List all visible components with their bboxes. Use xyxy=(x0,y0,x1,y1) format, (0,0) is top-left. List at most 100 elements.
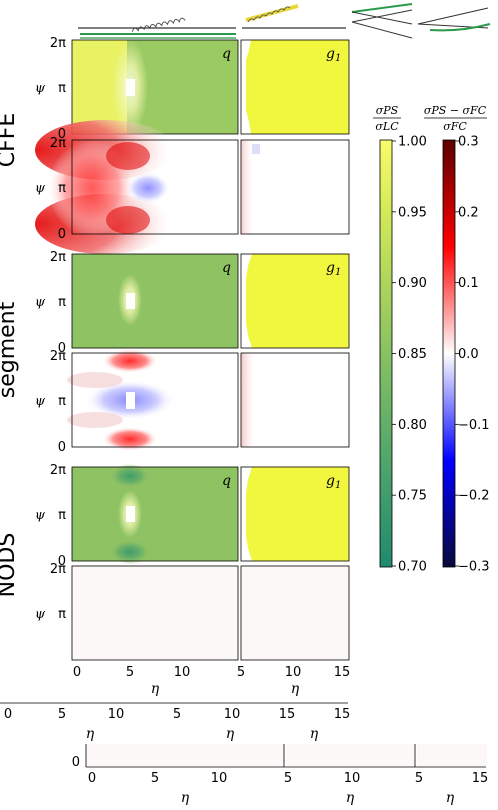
row-label-nods: NODS xyxy=(0,533,20,598)
x-axis-label: η xyxy=(310,726,319,742)
y-tick-label: 0 xyxy=(72,755,80,770)
x-tick-label: 0 xyxy=(4,707,12,722)
x-tick-label: 10 xyxy=(174,665,191,680)
colorbar-tick-label: 0.90 xyxy=(398,276,427,291)
y-tick-label: 2π xyxy=(50,562,66,577)
x-tick-label: 10 xyxy=(285,665,302,680)
colorbar-diff-numerator: σPS − σFC xyxy=(424,104,487,117)
x-axis-label: η xyxy=(346,790,355,806)
colorbar-diff-ticks: 0.3 0.2 0.1 0.0 −0.1 −0.2 −0.3 xyxy=(455,135,490,575)
y-tick-label: 2π xyxy=(50,36,66,51)
y-tick-label: 0 xyxy=(58,440,66,455)
heatmap-cffe-q-diff xyxy=(35,120,239,254)
heatmap-segment-g1-ratio xyxy=(240,253,350,349)
colorbar-tick-label: 0.95 xyxy=(398,205,427,220)
x-axis-label: η xyxy=(86,726,95,742)
x-axis-label: η xyxy=(151,681,160,697)
colorbar-tick-label: −0.1 xyxy=(458,418,490,433)
y-axes: 2π π 0 ψ 2π π 0 ψ 2π π 0 ψ 2π π 0 ψ 2π π… xyxy=(35,36,66,622)
heatmap-cffe-g1-ratio xyxy=(240,39,350,135)
y-tick-label: π xyxy=(58,607,66,622)
panel-tag-g1: g1 xyxy=(326,260,341,278)
x-axis-label: η xyxy=(226,726,235,742)
q-schematic-icon xyxy=(78,17,236,39)
colorbar-tick-label: 1.00 xyxy=(398,135,427,150)
panel-tag-q: q xyxy=(222,473,231,489)
y-tick-label: 0 xyxy=(58,341,66,356)
heatmap-segment-q-ratio xyxy=(71,253,239,349)
y-axis-label: ψ xyxy=(35,181,46,196)
y-axis-label: ψ xyxy=(35,81,46,96)
heatmap-segment-g1-diff xyxy=(240,352,350,448)
y-tick-label: π xyxy=(58,508,66,523)
splitting-schematic-icon xyxy=(351,3,413,39)
panel-tag-g1: g1 xyxy=(326,46,341,64)
x-axis-label: η xyxy=(181,790,190,806)
x-tick-label: 10 xyxy=(211,771,228,786)
heatmap-cffe-g1-diff xyxy=(240,139,350,235)
heatmap-cffe-q-ratio xyxy=(71,39,239,135)
y-tick-label: 2π xyxy=(50,463,66,478)
y-tick-label: π xyxy=(58,181,66,196)
panel-tag-g1: g1 xyxy=(326,473,341,491)
y-tick-label: 2π xyxy=(50,349,66,364)
heatmap-nods-g1-diff xyxy=(240,565,350,661)
colorbar-tick-label: 0.0 xyxy=(458,347,479,362)
x-tick-label: 0 xyxy=(88,771,96,786)
overflow-strip-top: 0 5 10 5 10 15 15 η η η xyxy=(0,702,351,742)
colorbar-tick-label: 0.75 xyxy=(398,489,427,504)
y-axis-label: ψ xyxy=(35,508,46,523)
splitting-schematic-icon-2 xyxy=(417,7,491,32)
heatmap-nods-q-diff xyxy=(71,565,239,661)
colorbar-tick-label: 0.80 xyxy=(398,418,427,433)
colorbar-tick-label: 0.1 xyxy=(458,276,479,291)
x-tick-label: 5 xyxy=(173,707,181,722)
x-tick-label: 5 xyxy=(151,771,159,786)
x-tick-label: 5 xyxy=(415,771,423,786)
y-tick-label: π xyxy=(58,394,66,409)
y-tick-label: 0 xyxy=(58,554,66,569)
colorbar-difference: σPS − σFC σFC 0.3 0.2 0.1 0.0 −0.1 −0.2 −0.3 xyxy=(424,104,490,575)
row-label-cffe: CFFE xyxy=(0,113,20,168)
colorbar-tick-label: −0.3 xyxy=(458,560,490,575)
x-tick-label: 15 xyxy=(334,665,351,680)
y-tick-label: 0 xyxy=(58,127,66,142)
y-tick-label: 0 xyxy=(58,227,66,242)
schematic-icons xyxy=(78,3,491,39)
panel-tag-q: q xyxy=(222,260,231,276)
panel-tag-q: q xyxy=(222,46,231,62)
x-tick-label: 15 xyxy=(472,771,489,786)
y-axis-label: ψ xyxy=(35,394,46,409)
y-axis-label: ψ xyxy=(35,295,46,310)
x-tick-label: 5 xyxy=(58,707,66,722)
colorbar-ratio: σPS σLC 1.00 0.95 0.90 0.85 0.80 0.75 0.70 xyxy=(373,104,427,575)
y-axis-label: ψ xyxy=(35,607,46,622)
overflow-strip-bottom: 0 0 5 10 5 10 5 15 η η η xyxy=(72,744,489,806)
y-tick-label: 2π xyxy=(50,250,66,265)
x-tick-label: 0 xyxy=(73,665,81,680)
row-label-segment: segment xyxy=(0,301,20,398)
x-axis-label: η xyxy=(446,790,455,806)
heatmap-nods-q-ratio xyxy=(71,464,239,564)
heatmap-segment-q-diff xyxy=(67,349,239,451)
colorbar-tick-label: 0.85 xyxy=(398,347,427,362)
x-axis-label: η xyxy=(291,681,300,697)
x-tick-label: 15 xyxy=(334,707,351,722)
x-tick-label: 5 xyxy=(126,665,134,680)
colorbar-diff-denominator: σFC xyxy=(443,120,467,133)
colorbar-tick-label: 0.2 xyxy=(458,205,479,220)
x-tick-label: 10 xyxy=(224,707,241,722)
heatmap-nods-g1-ratio xyxy=(240,466,350,562)
x-tick-label: 10 xyxy=(344,771,361,786)
x-tick-label: 5 xyxy=(237,665,245,680)
colorbar-ratio-numerator: σPS xyxy=(376,104,399,117)
x-tick-label: 5 xyxy=(284,771,292,786)
y-tick-label: 2π xyxy=(50,136,66,151)
x-tick-label: 10 xyxy=(108,707,125,722)
x-tick-label: 15 xyxy=(279,707,296,722)
colorbar-tick-label: −0.2 xyxy=(458,489,490,504)
colorbar-ratio-ticks: 1.00 0.95 0.90 0.85 0.80 0.75 0.70 xyxy=(392,135,427,575)
colorbar-tick-label: 0.3 xyxy=(458,135,479,150)
y-tick-label: π xyxy=(58,81,66,96)
